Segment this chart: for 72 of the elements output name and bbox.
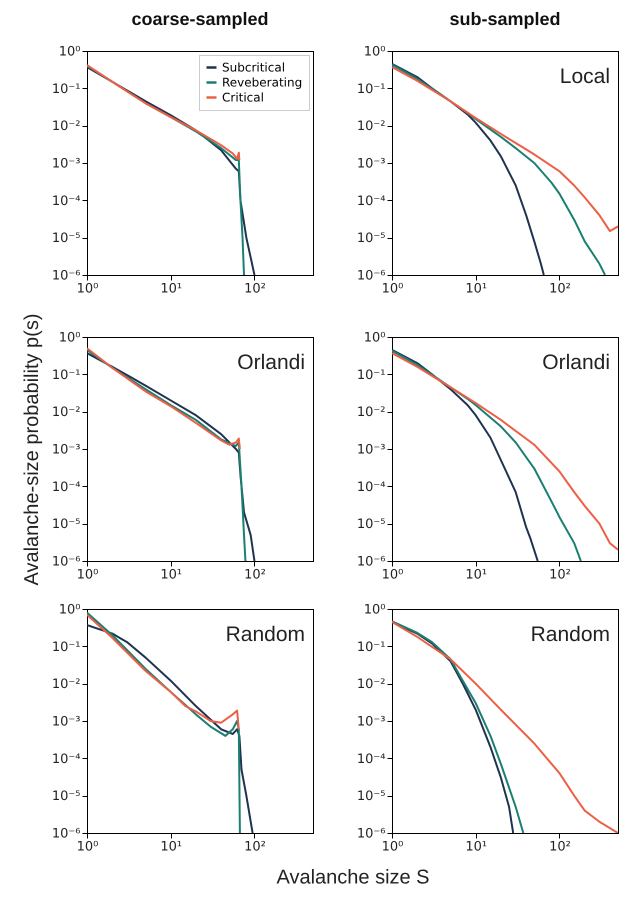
x-tick-label: 10¹ xyxy=(465,840,488,854)
y-tick-label: 10⁰ xyxy=(58,44,80,60)
y-tick-label: 10⁻⁶ xyxy=(356,554,386,570)
y-tick-label: 10⁻⁵ xyxy=(356,231,386,246)
y-tick-label: 10⁻² xyxy=(52,677,80,692)
x-tick-label: 10² xyxy=(549,568,571,582)
y-tick-label: 10⁻⁴ xyxy=(356,480,386,495)
y-tick-label: 10⁻⁵ xyxy=(356,517,386,532)
x-tick-label: 10² xyxy=(549,840,571,854)
y-tick-label: 10⁻⁶ xyxy=(52,826,80,842)
y-axis-title: Avalanche-size probability p(s) xyxy=(20,314,43,586)
annotation: Random xyxy=(530,623,610,646)
y-tick-label: 10⁻³ xyxy=(52,442,80,458)
x-tick-label: 10⁰ xyxy=(76,282,98,296)
x-tick-label: 10⁰ xyxy=(382,568,404,582)
y-tick-label: 10⁻⁶ xyxy=(52,268,80,284)
y-tick-label: 10⁻¹ xyxy=(52,82,80,97)
legend-label: Subcritical xyxy=(222,60,286,74)
y-tick-label: 10⁰ xyxy=(364,330,386,346)
y-tick-label: 10⁻⁶ xyxy=(356,268,386,284)
y-tick-label: 10⁻² xyxy=(356,119,386,134)
y-tick-label: 10⁻⁴ xyxy=(356,752,386,767)
y-tick-label: 10⁻³ xyxy=(356,714,386,730)
y-tick-label: 10⁻² xyxy=(52,119,80,134)
y-tick-label: 10⁰ xyxy=(58,330,80,346)
x-tick-label: 10⁰ xyxy=(76,840,98,854)
y-tick-label: 10⁻³ xyxy=(356,442,386,458)
y-tick-label: 10⁻⁴ xyxy=(52,480,80,495)
y-tick-label: 10⁻³ xyxy=(52,156,80,172)
x-tick-label: 10¹ xyxy=(160,282,182,296)
chart-title: sub-sampled xyxy=(449,9,561,29)
y-tick-label: 10⁻³ xyxy=(356,156,386,172)
y-tick-label: 10⁻¹ xyxy=(52,368,80,383)
y-tick-label: 10⁻⁴ xyxy=(52,752,80,767)
y-tick-label: 10⁻⁵ xyxy=(52,517,80,532)
x-tick-label: 10¹ xyxy=(465,568,488,582)
y-tick-label: 10⁰ xyxy=(364,44,386,60)
x-tick-label: 10² xyxy=(244,282,266,296)
annotation: Local xyxy=(560,65,610,88)
x-tick-label: 10⁰ xyxy=(382,282,404,296)
y-tick-label: 10⁻⁵ xyxy=(52,789,80,804)
x-tick-label: 10¹ xyxy=(160,568,182,582)
x-tick-label: 10² xyxy=(244,840,266,854)
y-tick-label: 10⁰ xyxy=(58,602,80,618)
annotation: Orlandi xyxy=(237,351,305,374)
y-tick-label: 10⁻² xyxy=(52,405,80,420)
annotation: Random xyxy=(226,623,305,646)
y-tick-label: 10⁰ xyxy=(364,602,386,618)
chart-title: coarse-sampled xyxy=(131,9,269,29)
y-tick-label: 10⁻¹ xyxy=(356,640,386,655)
x-tick-label: 10⁰ xyxy=(382,840,404,854)
y-tick-label: 10⁻⁵ xyxy=(52,231,80,246)
y-tick-label: 10⁻⁴ xyxy=(356,194,386,209)
y-tick-label: 10⁻⁶ xyxy=(52,554,80,570)
y-tick-label: 10⁻⁶ xyxy=(356,826,386,842)
y-tick-label: 10⁻¹ xyxy=(356,82,386,97)
x-axis-title: Avalanche size S xyxy=(276,866,430,888)
x-tick-label: 10¹ xyxy=(465,282,488,296)
x-tick-label: 10² xyxy=(244,568,266,582)
y-tick-label: 10⁻¹ xyxy=(356,368,386,383)
legend-label: Critical xyxy=(222,90,264,104)
y-tick-label: 10⁻¹ xyxy=(52,640,80,655)
y-tick-label: 10⁻² xyxy=(356,677,386,692)
y-tick-label: 10⁻⁵ xyxy=(356,789,386,804)
legend-label: Reveberating xyxy=(222,76,302,90)
y-tick-label: 10⁻⁴ xyxy=(52,194,80,209)
x-tick-label: 10⁰ xyxy=(76,568,98,582)
x-tick-label: 10¹ xyxy=(160,840,182,854)
annotation: Orlandi xyxy=(542,351,610,374)
y-tick-label: 10⁻³ xyxy=(52,714,80,730)
y-tick-label: 10⁻² xyxy=(356,405,386,420)
x-tick-label: 10² xyxy=(549,282,571,296)
